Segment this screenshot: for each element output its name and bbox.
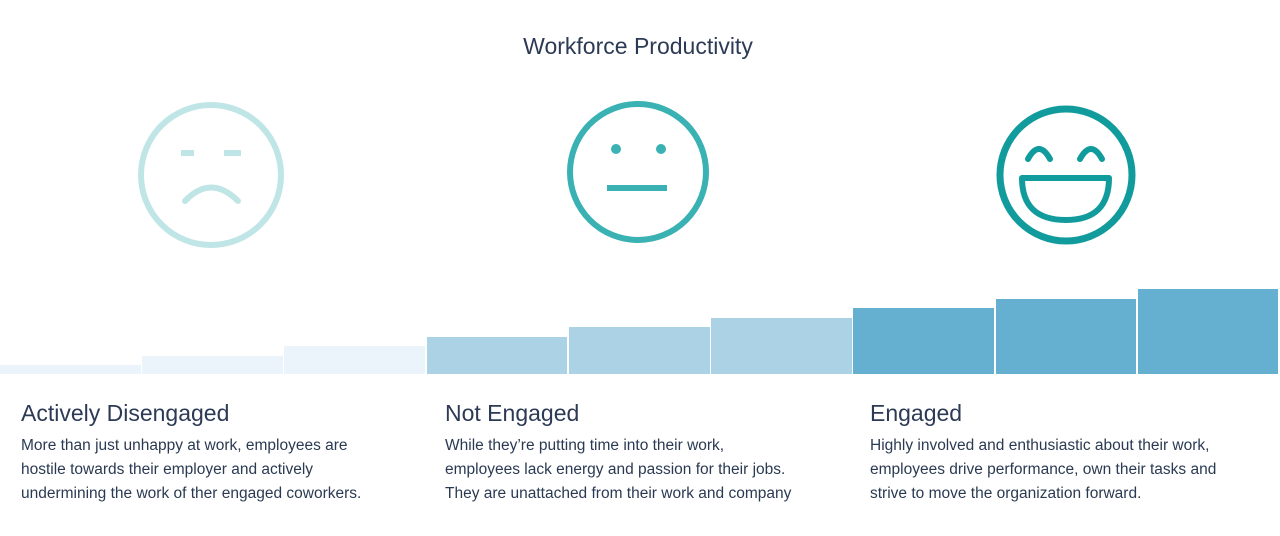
column-actively-disengaged: Actively Disengaged More than just unhap… <box>21 400 361 506</box>
productivity-bar <box>426 336 568 374</box>
description-engaged: Highly involved and enthusiastic about t… <box>870 437 1217 502</box>
column-not-engaged: Not Engaged While they’re putting time i… <box>445 400 791 506</box>
heading-engaged: Engaged <box>870 400 963 426</box>
productivity-bar <box>1137 289 1279 374</box>
page-title: Workforce Productivity <box>523 33 753 59</box>
productivity-bar <box>568 327 710 374</box>
column-engaged: Engaged Highly involved and enthusiastic… <box>870 400 1216 506</box>
productivity-bar <box>711 317 852 374</box>
sad-face-icon <box>138 102 284 248</box>
productivity-bar <box>142 355 283 374</box>
description-actively-disengaged: More than just unhappy at work, employee… <box>21 437 362 502</box>
productivity-bar <box>0 365 141 374</box>
heading-actively-disengaged: Actively Disengaged <box>21 400 230 426</box>
productivity-bar <box>284 346 426 374</box>
productivity-bar <box>995 298 1137 374</box>
productivity-bars <box>0 270 1280 374</box>
productivity-bar <box>853 308 995 374</box>
neutral-face-icon <box>567 101 709 243</box>
description-not-engaged: While they’re putting time into their wo… <box>445 437 792 502</box>
happy-face-icon <box>996 105 1136 245</box>
heading-not-engaged: Not Engaged <box>445 400 580 426</box>
